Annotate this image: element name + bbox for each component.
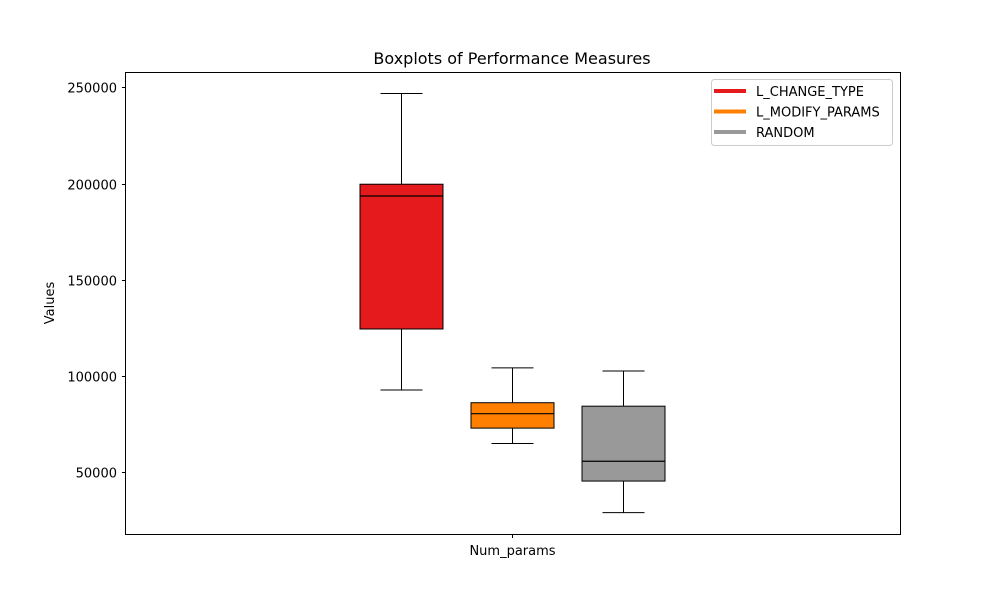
legend-label: L_MODIFY_PARAMS (756, 106, 880, 121)
y-axis-label: Values (43, 282, 58, 325)
legend: L_CHANGE_TYPE L_MODIFY_PARAMS RANDOM (711, 79, 893, 146)
y-tick-label: 50000 (76, 467, 117, 482)
legend-item: L_MODIFY_PARAMS (714, 106, 880, 121)
box-iqr (359, 183, 444, 330)
box-iqr (470, 402, 555, 429)
legend-frame (711, 79, 893, 146)
y-axis: 50000 100000 150000 200000 250000 (67, 82, 126, 482)
chart-title: Boxplots of Performance Measures (373, 49, 650, 68)
legend-item: L_CHANGE_TYPE (714, 85, 864, 100)
y-tick-label: 100000 (67, 371, 117, 386)
legend-item: RANDOM (714, 126, 815, 141)
box-l-change-type (359, 93, 444, 391)
y-tick-label: 250000 (67, 82, 117, 97)
x-tick-label: Num_params (469, 544, 555, 559)
legend-label: RANDOM (756, 126, 815, 141)
box-iqr (581, 405, 666, 482)
y-tick-label: 150000 (67, 275, 117, 290)
y-tick-label: 200000 (67, 179, 117, 194)
legend-label: L_CHANGE_TYPE (756, 85, 864, 100)
plot-area (359, 93, 666, 514)
x-axis: Num_params (469, 534, 556, 559)
box-l-modify-params (470, 367, 555, 445)
box-random (581, 370, 666, 514)
